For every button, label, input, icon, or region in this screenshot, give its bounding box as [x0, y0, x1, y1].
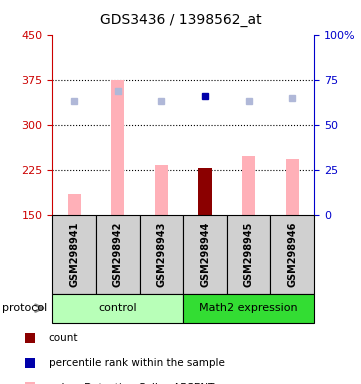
Text: control: control: [99, 303, 137, 313]
Text: protocol: protocol: [2, 303, 47, 313]
Text: count: count: [49, 333, 78, 343]
Text: Math2 expression: Math2 expression: [199, 303, 298, 313]
Text: GSM298944: GSM298944: [200, 222, 210, 287]
Text: GDS3436 / 1398562_at: GDS3436 / 1398562_at: [100, 13, 261, 27]
Text: value, Detection Call = ABSENT: value, Detection Call = ABSENT: [49, 383, 214, 384]
Bar: [199, 168, 212, 215]
Bar: [155, 165, 168, 215]
Bar: [286, 159, 299, 215]
Text: GSM298941: GSM298941: [69, 222, 79, 287]
Text: GSM298942: GSM298942: [113, 222, 123, 287]
Text: GSM298945: GSM298945: [244, 222, 254, 287]
Text: GSM298946: GSM298946: [287, 222, 297, 287]
Bar: [68, 194, 81, 215]
Bar: [242, 156, 255, 215]
Bar: [111, 80, 124, 215]
Text: percentile rank within the sample: percentile rank within the sample: [49, 358, 225, 368]
Text: GSM298943: GSM298943: [156, 222, 166, 287]
